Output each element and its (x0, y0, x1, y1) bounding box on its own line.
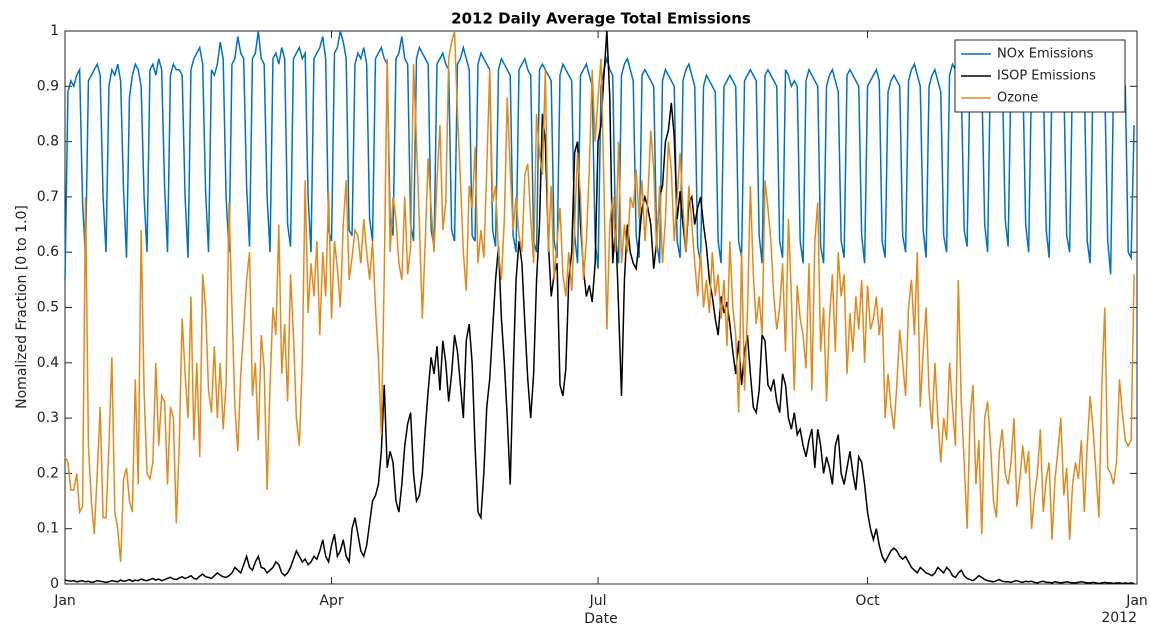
x-tick-label: Jan (1125, 593, 1148, 609)
y-axis-label: Nomalized Fraction [0 to 1.0] (14, 205, 30, 409)
x-tick-label: Apr (319, 593, 343, 609)
y-tick-label: 0.6 (37, 244, 59, 260)
x-tick-year: 2012 (1101, 610, 1137, 626)
legend-label: Ozone (997, 91, 1038, 106)
series-line (64, 30, 1135, 562)
x-axis-label: Date (584, 611, 617, 626)
y-tick-label: 0.3 (37, 410, 59, 426)
y-tick-label: 1 (50, 23, 59, 39)
x-tick-label: Jul (589, 593, 607, 609)
y-tick-label: 0.8 (37, 134, 59, 150)
y-tick-label: 0.1 (37, 521, 59, 537)
y-tick-label: 0.4 (37, 355, 59, 371)
y-tick-label: 0.7 (37, 189, 59, 205)
x-tick-label: Oct (855, 593, 880, 609)
y-tick-label: 0.5 (37, 300, 59, 316)
series-line (64, 30, 1135, 585)
y-tick-label: 0.9 (37, 78, 59, 94)
y-tick-label: 0.2 (37, 465, 59, 481)
chart-title: 2012 Daily Average Total Emissions (451, 10, 751, 28)
legend-label: ISOP Emissions (997, 69, 1096, 84)
y-tick-label: 0 (50, 576, 59, 592)
x-tick-label: Jan (53, 593, 76, 609)
legend-label: NOx Emissions (997, 47, 1094, 62)
